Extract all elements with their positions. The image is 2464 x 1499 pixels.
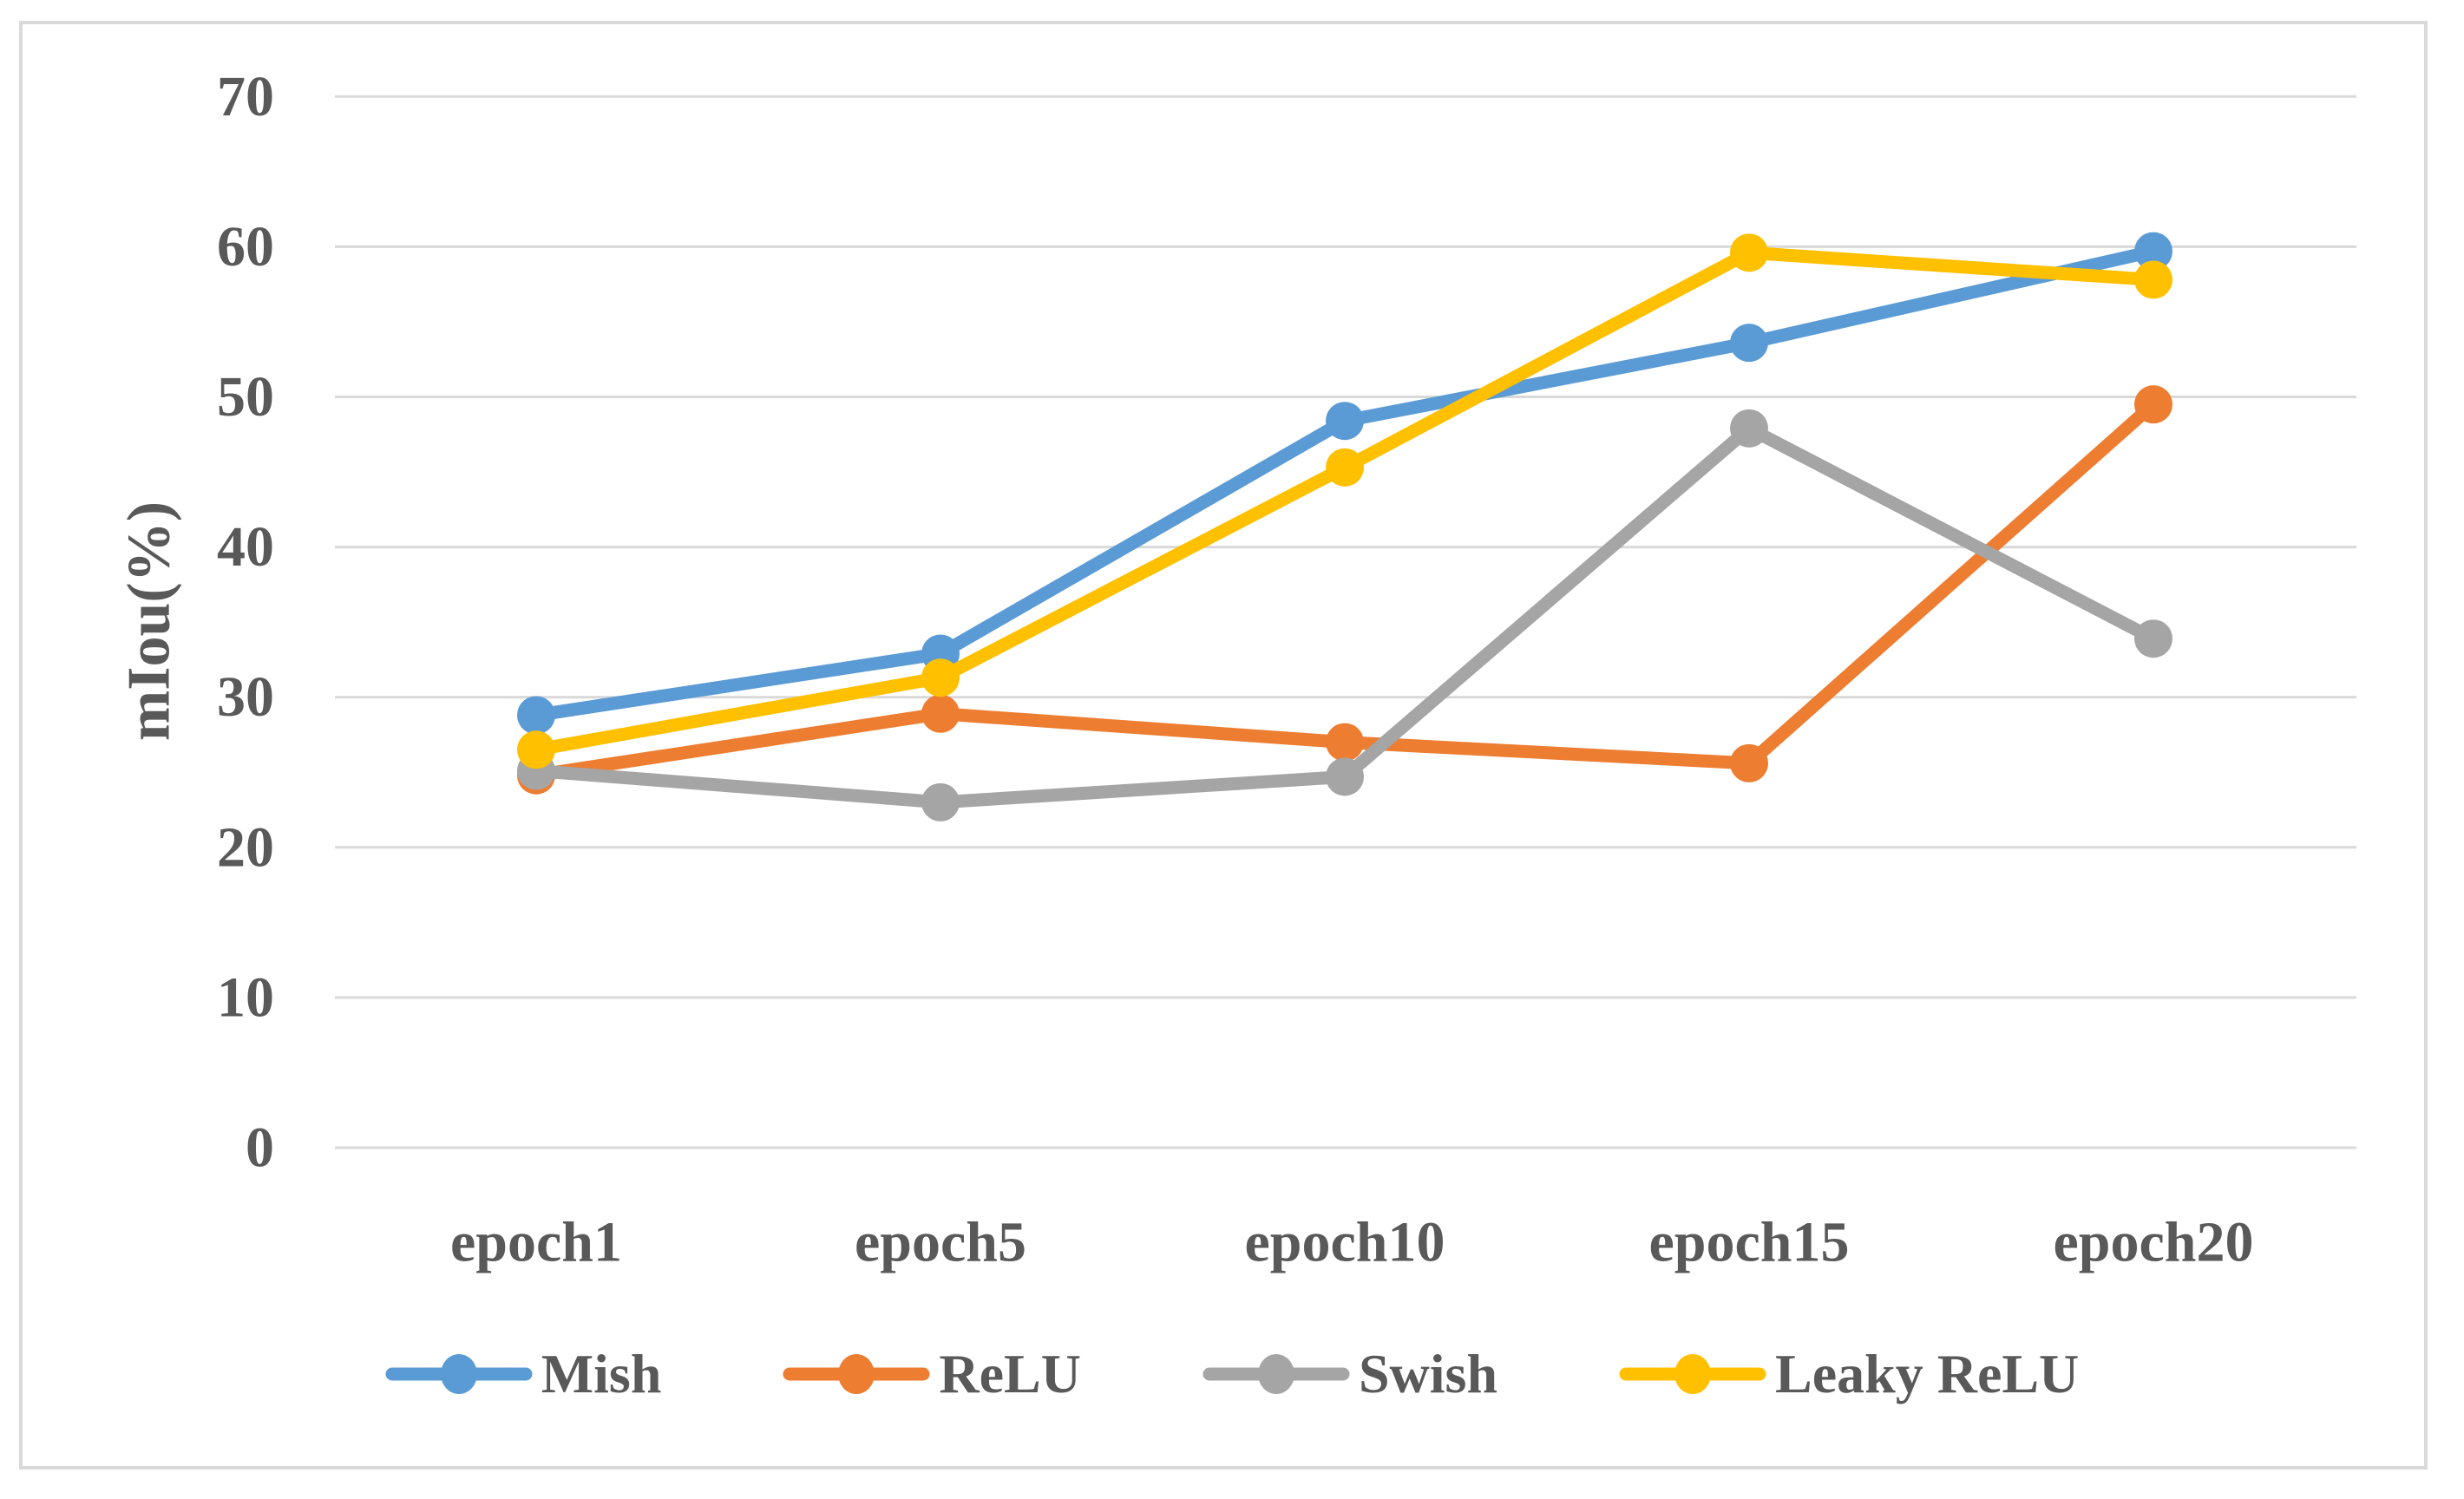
legend-item-swish: Swish <box>1203 1332 1497 1416</box>
legend-marker-relu-icon <box>783 1354 930 1394</box>
y-tick-label-30: 30 <box>217 665 274 729</box>
data-point-relu-epoch5 <box>921 694 960 733</box>
legend-label-leaky-relu: Leaky ReLU <box>1775 1343 2080 1404</box>
x-tick-label-epoch20: epoch20 <box>2054 1211 2254 1274</box>
legend-label-swish: Swish <box>1358 1343 1498 1404</box>
legend-item-relu: ReLU <box>783 1332 1081 1416</box>
y-tick-label-70: 70 <box>217 65 274 128</box>
x-tick-label-epoch1: epoch1 <box>450 1211 622 1274</box>
legend-item-leaky-relu: Leaky ReLU <box>1619 1332 2079 1416</box>
data-point-swish-epoch5 <box>921 782 960 822</box>
figure-border <box>19 21 2428 1470</box>
y-tick-label-50: 50 <box>217 365 274 429</box>
data-point-mish-epoch10 <box>1326 402 1364 441</box>
data-point-relu-epoch20 <box>2134 385 2172 424</box>
legend-marker-swish-icon <box>1203 1354 1350 1394</box>
data-point-mish-epoch15 <box>1730 324 1768 363</box>
y-tick-label-0: 0 <box>246 1116 274 1180</box>
data-point-leaky-relu-epoch10 <box>1326 448 1364 487</box>
data-point-swish-epoch10 <box>1326 757 1364 796</box>
data-point-swish-epoch15 <box>1730 409 1768 448</box>
data-point-leaky-relu-epoch15 <box>1730 233 1768 272</box>
x-tick-label-epoch15: epoch15 <box>1649 1211 1850 1274</box>
y-tick-label-60: 60 <box>217 215 274 278</box>
y-axis-title: mIou(%) <box>116 501 183 741</box>
legend-label-mish: Mish <box>541 1343 662 1404</box>
y-tick-label-10: 10 <box>217 966 274 1029</box>
y-tick-label-20: 20 <box>217 815 274 879</box>
data-point-leaky-relu-epoch20 <box>2134 260 2172 299</box>
data-point-relu-epoch10 <box>1326 723 1364 762</box>
data-point-swish-epoch20 <box>2134 619 2172 658</box>
x-tick-label-epoch10: epoch10 <box>1245 1211 1445 1274</box>
legend-label-relu: ReLU <box>939 1343 1081 1404</box>
data-point-leaky-relu-epoch5 <box>921 658 960 697</box>
chart-legend: Mish ReLU Swish Leaky ReLU <box>0 1331 2464 1417</box>
data-point-mish-epoch20 <box>2134 232 2172 271</box>
legend-marker-mish-icon <box>385 1354 533 1394</box>
legend-marker-leaky-relu-icon <box>1619 1354 1766 1394</box>
data-point-mish-epoch1 <box>517 696 555 735</box>
data-point-relu-epoch15 <box>1730 743 1768 782</box>
legend-item-mish: Mish <box>385 1332 662 1416</box>
y-tick-label-40: 40 <box>217 515 274 579</box>
x-tick-label-epoch5: epoch5 <box>855 1211 1026 1274</box>
data-point-leaky-relu-epoch1 <box>517 730 555 769</box>
